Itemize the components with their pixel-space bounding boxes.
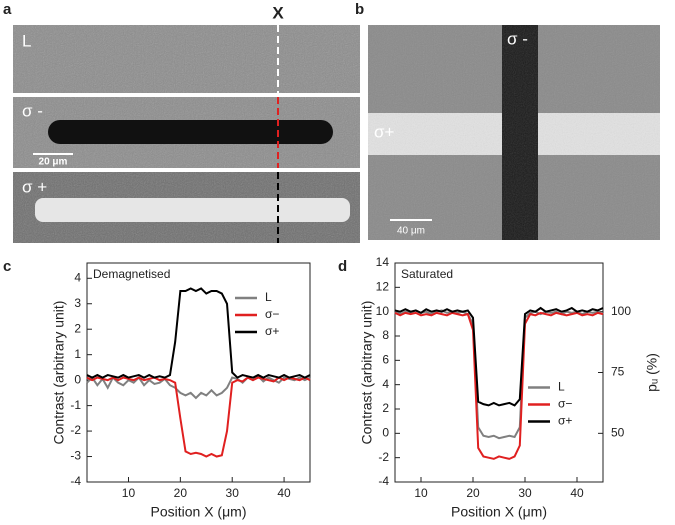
y-tick-label: 14 [376,255,390,269]
series-line [86,375,311,400]
scale-label: 20 μm [39,157,68,168]
annotation: Demagnetised [93,267,170,281]
y2-axis-label: pᵤ (%) [644,353,660,392]
y2-tick-label: 50 [611,426,625,440]
x-tick-label: 40 [570,486,584,500]
x-tick-label: 10 [414,486,428,500]
y-tick-label: 0 [382,426,389,440]
x-tick-label: 30 [226,486,240,500]
strip-label: L [22,31,31,50]
x-tick-label: 20 [174,486,188,500]
y-tick-label: 12 [376,280,390,294]
y-tick-label: -3 [70,449,81,463]
y-tick-label: 6 [382,353,389,367]
series-line [394,311,604,460]
legend-label: σ− [265,307,279,321]
series-line [86,287,311,379]
y-tick-label: 0 [74,372,81,386]
y-tick-label: 1 [74,347,81,361]
annotation: Saturated [401,267,453,281]
y-tick-label: 2 [382,401,389,415]
panel-letter: b [355,1,364,18]
series-line [394,306,604,407]
y2-tick-label: 100 [611,304,631,318]
y-tick-label: -2 [70,423,81,437]
panel-letter: d [338,258,347,275]
legend-label: L [265,290,272,304]
micrograph-b [368,25,660,240]
x-tick-label: 40 [277,486,291,500]
x-tick-label: 10 [122,486,136,500]
y-tick-label: -2 [378,450,389,464]
y-tick-label: 2 [74,321,81,335]
y-axis-label: Contrast (arbitrary unit) [51,301,67,445]
stripe-label: σ+ [374,122,394,141]
series-line [86,376,311,458]
micrograph-a [13,25,360,243]
legend-label: L [558,380,565,394]
plot-frame [86,262,311,483]
strip-label: σ - [22,101,43,120]
y-tick-label: -1 [70,398,81,412]
panel-letter: a [3,1,12,18]
x-tick-label: 30 [518,486,532,500]
y-axis-label: Contrast (arbitrary unit) [359,301,375,445]
strip-label: σ + [22,177,47,196]
y-tick-label: 4 [74,270,81,284]
line-label: X [272,3,284,22]
panel-letter: c [3,258,11,275]
y-tick-label: -4 [70,474,81,488]
x-axis-label: Position X (μm) [451,504,547,520]
y2-tick-label: 75 [611,365,625,379]
y-tick-label: 4 [382,377,389,391]
x-tick-label: 20 [466,486,480,500]
y-tick-label: 10 [376,304,390,318]
scale-label: 40 μm [397,226,425,237]
legend-label: σ+ [265,324,279,338]
plot-frame [394,262,604,483]
stripe-label: σ - [507,29,528,48]
legend-label: σ− [558,397,572,411]
series-line [394,309,604,440]
y-tick-label: 3 [74,296,81,310]
y-tick-label: -4 [378,474,389,488]
legend-label: σ+ [558,414,572,428]
y-tick-label: 8 [382,328,389,342]
x-axis-label: Position X (μm) [151,504,247,520]
